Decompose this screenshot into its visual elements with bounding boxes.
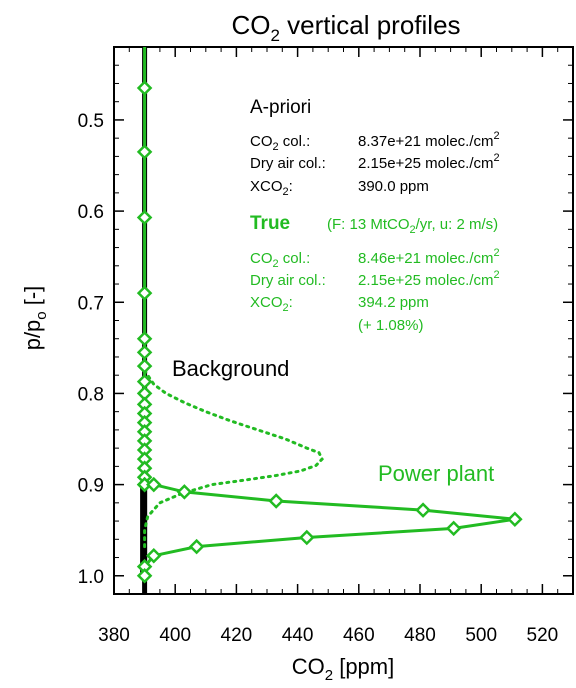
true-profile-marker [146, 476, 162, 493]
apriori-xco2-label: XCO2: [250, 178, 293, 198]
chart-title: CO2 vertical profiles [231, 10, 460, 45]
true-profile-marker [415, 502, 431, 518]
x-tick-label: 440 [282, 625, 314, 646]
x-tick-label: 520 [527, 625, 559, 646]
true-profile-marker [136, 567, 153, 584]
true-profile-marker [136, 285, 153, 301]
true-note: (F: 13 MtCO2/yr, u: 2 m/s) [327, 216, 498, 236]
true-profile-marker [268, 493, 284, 509]
apriori-xco2-value: 390.0 ppm [358, 178, 429, 195]
y-tick-label: 0.7 [78, 293, 104, 314]
background-label: Background [172, 356, 289, 381]
true-xco2-change: (+ 1.08%) [358, 317, 423, 334]
apriori-co2-label: CO2 col.: [250, 133, 310, 153]
y-tick-label: 0.8 [78, 384, 104, 405]
true-profile-marker [176, 484, 193, 500]
x-tick-label: 420 [221, 625, 253, 646]
true-profile-marker [136, 358, 153, 374]
apriori-dry-label: Dry air col.: [250, 155, 326, 172]
true-co2-label: CO2 col.: [250, 250, 310, 270]
y-tick-label: 1.0 [78, 567, 104, 588]
apriori-dry-value: 2.15e+25 molec./cm2 [358, 152, 500, 172]
x-tick-label: 460 [343, 625, 375, 646]
true-heading: True [250, 213, 290, 234]
apriori-co2-value: 8.37e+21 molec./cm2 [358, 130, 500, 150]
true-profile-marker [507, 511, 523, 528]
true-profile-marker [188, 538, 205, 555]
true-profile-marker [445, 520, 462, 537]
y-tick-label: 0.9 [78, 476, 104, 497]
true-profile-marker [299, 529, 315, 546]
apriori-heading: A-priori [250, 97, 311, 118]
apriori-annotation: A-priori CO2 col.: 8.37e+21 molec./cm2 D… [250, 97, 500, 198]
true-annotation: True (F: 13 MtCO2/yr, u: 2 m/s) CO2 col.… [250, 213, 500, 334]
x-axis: 380 400 420 440 460 480 500 520 [98, 47, 558, 646]
true-profile-marker [146, 547, 162, 564]
y-tick-label: 0.6 [78, 202, 104, 223]
true-profile-marker [136, 209, 153, 226]
y-tick-label: 0.5 [78, 111, 104, 132]
series-layer [136, 47, 523, 594]
x-tick-label: 500 [465, 625, 497, 646]
x-tick-label: 480 [404, 625, 436, 646]
y-axis: 0.5 0.6 0.7 0.8 0.9 1.0 [78, 64, 573, 595]
true-profile-marker [136, 330, 153, 347]
x-tick-label: 380 [98, 625, 130, 646]
true-dry-value: 2.15e+25 molec./cm2 [358, 269, 500, 289]
true-xco2-label: XCO2: [250, 294, 293, 314]
true-profile-marker [136, 344, 153, 361]
true-xco2-value: 394.2 ppm [358, 294, 429, 311]
true-profile-marker [136, 80, 153, 96]
true-co2-value: 8.46e+21 molec./cm2 [358, 247, 500, 267]
x-axis-label: CO2 [ppm] [292, 654, 394, 684]
true-profile-line [143, 47, 516, 576]
true-profile-marker [136, 144, 153, 160]
plot-frame [113, 46, 574, 595]
power-plant-label: Power plant [378, 461, 494, 486]
x-tick-label: 400 [159, 625, 191, 646]
plume-dotted-line [143, 369, 324, 550]
true-dry-label: Dry air col.: [250, 272, 326, 289]
y-axis-label: p/po [-] [20, 286, 50, 351]
